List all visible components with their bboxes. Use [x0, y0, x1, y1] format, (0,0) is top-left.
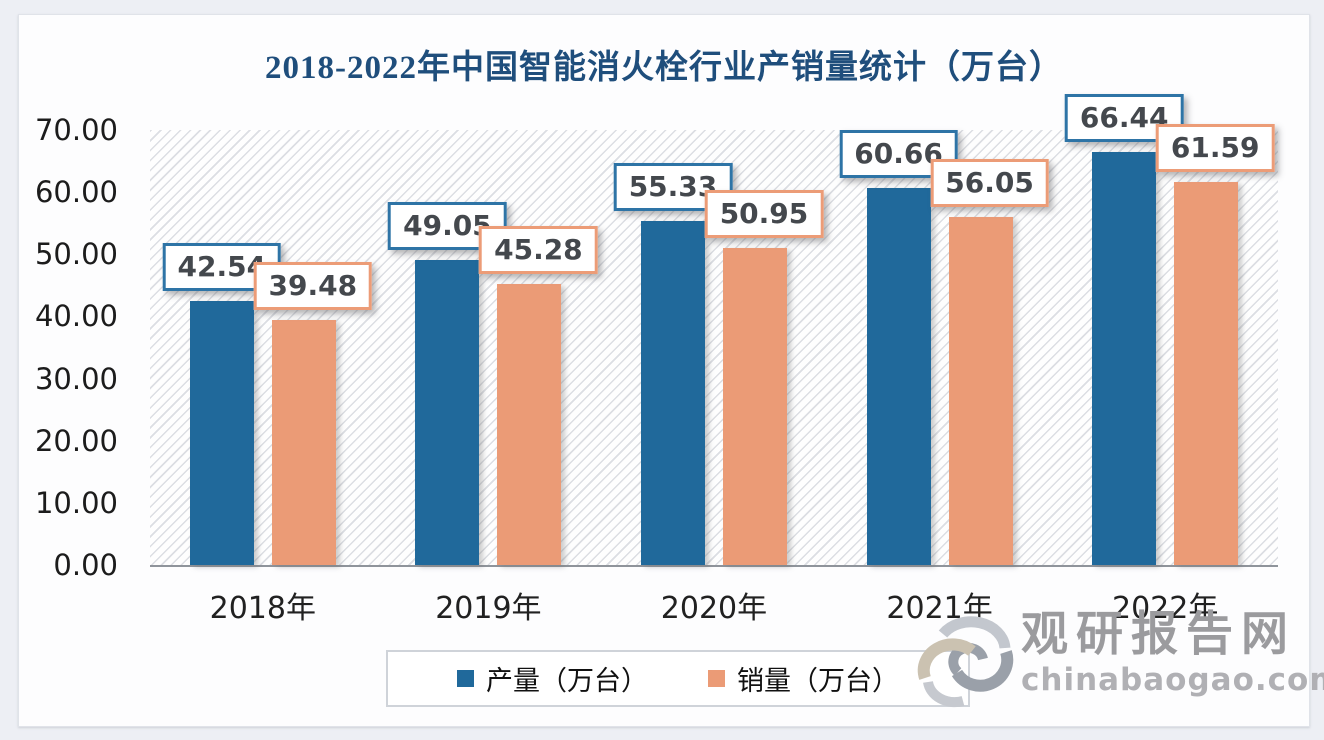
- watermark-text: 观研报告网 chinabaogao.com: [1021, 608, 1324, 724]
- sales-value-label: 61.59: [1155, 124, 1275, 173]
- category-group: 42.54 39.48 2018年: [150, 130, 376, 626]
- legend-item-production: 产量（万台）: [457, 659, 648, 698]
- sales-value-label: 45.28: [479, 225, 598, 274]
- sales-bar: [497, 283, 562, 565]
- x-axis-label: 2022年: [1111, 591, 1219, 626]
- production-bar: [866, 188, 931, 565]
- x-axis-label: 2018年: [209, 591, 316, 626]
- y-axis-tick-label: 70.00: [34, 113, 118, 147]
- sales-value-label: 39.48: [253, 261, 373, 310]
- sales-bar: [271, 319, 336, 565]
- production-bar: [640, 221, 705, 565]
- y-axis-tick-label: 40.00: [34, 299, 118, 334]
- production-legend-label: 产量（万台）: [486, 666, 648, 697]
- y-axis-tick-label: 50.00: [34, 237, 118, 272]
- y-axis-tick-label: 0.00: [53, 548, 118, 582]
- watermark-name: 观研报告网: [1021, 607, 1296, 662]
- y-axis-tick-label: 30.00: [34, 361, 118, 396]
- y-axis-tick-label: 20.00: [34, 423, 118, 458]
- legend-box: 产量（万台） 销量（万台）: [386, 650, 970, 707]
- sales-legend-label: 销量（万台）: [737, 666, 899, 697]
- x-axis-label: 2020年: [660, 591, 768, 626]
- sales-bar: [1174, 182, 1239, 565]
- y-axis-tick-label: 60.00: [34, 175, 118, 210]
- production-value-label: 49.05: [388, 202, 507, 251]
- sales-bar: [722, 248, 787, 565]
- production-value-label: 60.66: [839, 130, 958, 179]
- y-axis-tick-label: 10.00: [34, 485, 118, 520]
- x-axis-label: 2019年: [435, 591, 542, 626]
- sales-bar: [948, 216, 1013, 565]
- production-bar: [1092, 152, 1157, 565]
- plot-area: 70.00 60.00 50.00 40.00 30.00 20.00 10.00 0.00 4…: [35, 94, 1278, 626]
- sales-value-label: 50.95: [704, 190, 824, 239]
- category-group: 49.05 45.28 2019年: [376, 130, 602, 626]
- production-bar: [415, 260, 480, 565]
- watermark: 观研报告网 chinabaogao.com: [915, 608, 1324, 724]
- production-bar: [189, 300, 254, 565]
- category-group: 66.44 61.59 2022年: [1052, 94, 1278, 626]
- swirl-logo-icon: [917, 616, 1014, 708]
- sales-value-label: 56.05: [930, 158, 1049, 207]
- production-legend-swatch: [457, 670, 474, 687]
- legend-item-sales: 销量（万台）: [708, 659, 899, 698]
- production-value-label: 42.54: [162, 242, 282, 291]
- category-group: 55.33 50.95 2020年: [601, 130, 827, 626]
- chart-title: 2018-2022年中国智能消火栓行业产销量统计（万台）: [265, 50, 1063, 86]
- sales-legend-swatch: [708, 670, 725, 687]
- watermark-domain: chinabaogao.com: [1021, 662, 1324, 698]
- category-group: 60.66 56.05 2021年: [827, 130, 1053, 626]
